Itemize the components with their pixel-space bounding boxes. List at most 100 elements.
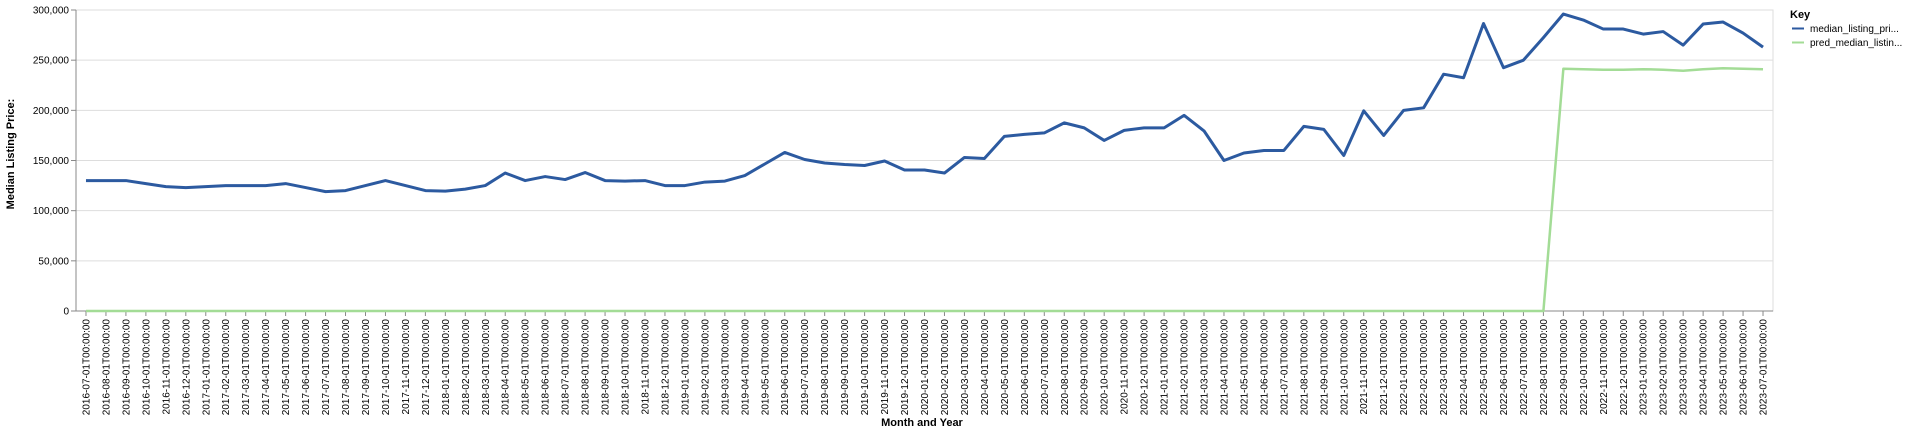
x-tick-label: 2022-02-01T00:00:00	[1419, 319, 1430, 416]
x-tick-label: 2021-06-01T00:00:00	[1259, 319, 1270, 416]
x-tick-label: 2019-03-01T00:00:00	[720, 319, 731, 416]
x-tick-label: 2020-12-01T00:00:00	[1140, 319, 1151, 416]
x-tick-label: 2018-07-01T00:00:00	[561, 319, 572, 416]
x-tick-label: 2022-06-01T00:00:00	[1499, 319, 1510, 416]
series-lines	[85, 12, 1764, 313]
x-tick-label: 2023-05-01T00:00:00	[1719, 319, 1730, 416]
x-tick-label: 2018-11-01T00:00:00	[640, 319, 651, 415]
legend-label: pred_median_listin...	[1810, 38, 1902, 49]
x-tick-label: 2017-09-01T00:00:00	[361, 319, 372, 416]
x-tick-label: 2021-03-01T00:00:00	[1200, 319, 1211, 416]
x-tick-label: 2020-06-01T00:00:00	[1020, 319, 1031, 416]
x-tick-label: 2017-08-01T00:00:00	[341, 319, 352, 416]
x-tick-label: 2023-04-01T00:00:00	[1699, 319, 1710, 416]
x-tick-label: 2017-12-01T00:00:00	[421, 319, 432, 416]
x-tick-label: 2022-10-01T00:00:00	[1579, 319, 1590, 416]
x-tick-label: 2019-01-01T00:00:00	[680, 319, 691, 416]
x-tick-label: 2019-07-01T00:00:00	[800, 319, 811, 416]
x-tick-label: 2020-10-01T00:00:00	[1100, 319, 1111, 416]
x-tick-label: 2021-05-01T00:00:00	[1239, 319, 1250, 416]
x-tick-label: 2020-04-01T00:00:00	[980, 319, 991, 416]
x-tick-label: 2016-12-01T00:00:00	[181, 319, 192, 416]
y-tick-label: 0	[63, 307, 69, 318]
y-tick-label: 250,000	[33, 56, 70, 67]
x-tick-label: 2018-02-01T00:00:00	[461, 319, 472, 416]
x-axis-title: Month and Year	[881, 417, 963, 429]
x-tick-label: 2019-12-01T00:00:00	[900, 319, 911, 416]
gridlines	[75, 9, 1774, 312]
x-tick-label: 2018-08-01T00:00:00	[581, 319, 592, 416]
x-tick-label: 2020-11-01T00:00:00	[1120, 319, 1131, 415]
x-tick-label: 2021-12-01T00:00:00	[1379, 319, 1390, 416]
x-tick-label: 2016-10-01T00:00:00	[141, 319, 152, 416]
x-tick-label: 2023-03-01T00:00:00	[1679, 319, 1690, 416]
x-tick-label: 2020-07-01T00:00:00	[1040, 319, 1051, 416]
legend-title: Key	[1790, 9, 1811, 21]
x-tick-label: 2017-06-01T00:00:00	[301, 319, 312, 416]
y-tick-label: 150,000	[33, 156, 70, 167]
x-tick-label: 2022-03-01T00:00:00	[1439, 319, 1450, 416]
legend: Key median_listing_pri... pred_median_lis…	[1790, 9, 1902, 49]
x-tick-label: 2016-09-01T00:00:00	[121, 319, 132, 416]
x-tick-label: 2023-02-01T00:00:00	[1659, 319, 1670, 416]
x-tick-label: 2022-01-01T00:00:00	[1399, 319, 1410, 416]
x-tick-label: 2018-12-01T00:00:00	[660, 319, 671, 416]
x-tick-label: 2019-05-01T00:00:00	[760, 319, 771, 416]
x-tick-label: 2019-08-01T00:00:00	[820, 319, 831, 416]
x-tick-label: 2023-01-01T00:00:00	[1639, 319, 1650, 416]
x-tick-label: 2022-09-01T00:00:00	[1559, 319, 1570, 416]
x-tick-label: 2021-07-01T00:00:00	[1279, 319, 1290, 416]
x-tick-label: 2020-02-01T00:00:00	[940, 319, 951, 416]
x-tick-label: 2023-07-01T00:00:00	[1759, 319, 1770, 416]
x-tick-label: 2018-01-01T00:00:00	[441, 319, 452, 416]
x-tick-label: 2022-04-01T00:00:00	[1459, 319, 1470, 416]
x-tick-label: 2021-09-01T00:00:00	[1319, 319, 1330, 416]
x-tick-label: 2021-04-01T00:00:00	[1219, 319, 1230, 416]
x-tick-label: 2021-01-01T00:00:00	[1160, 319, 1171, 416]
x-tick-label: 2019-11-01T00:00:00	[880, 319, 891, 415]
x-tick-label: 2019-02-01T00:00:00	[700, 319, 711, 416]
x-tick-label: 2021-10-01T00:00:00	[1339, 319, 1350, 416]
x-tick-label: 2017-01-01T00:00:00	[201, 319, 212, 416]
x-tick-label: 2017-04-01T00:00:00	[261, 319, 272, 416]
x-tick-label: 2023-06-01T00:00:00	[1739, 319, 1750, 416]
series-line-median-listing-price	[85, 12, 1764, 194]
x-tick-label: 2020-03-01T00:00:00	[960, 319, 971, 416]
x-tick-label: 2022-08-01T00:00:00	[1539, 319, 1550, 416]
x-tick-label: 2022-11-01T00:00:00	[1599, 319, 1610, 415]
x-tick-label: 2017-07-01T00:00:00	[321, 319, 332, 416]
x-axis: 2016-07-01T00:00:00 2016-08-01T00:00:00 20…	[76, 310, 1773, 416]
x-tick-label: 2018-09-01T00:00:00	[601, 319, 612, 416]
x-tick-label: 2020-09-01T00:00:00	[1080, 319, 1091, 416]
x-tick-label: 2021-11-01T00:00:00	[1359, 319, 1370, 415]
x-tick-label: 2018-06-01T00:00:00	[541, 319, 552, 416]
x-tick-label: 2021-02-01T00:00:00	[1180, 319, 1191, 416]
y-axis: 0 50,000 100,000 150,000 200,000 250,000 300,0…	[33, 6, 77, 318]
x-tick-label: 2020-08-01T00:00:00	[1060, 319, 1071, 416]
x-tick-label: 2018-10-01T00:00:00	[621, 319, 632, 416]
x-tick-label: 2018-03-01T00:00:00	[481, 319, 492, 416]
x-tick-label: 2022-12-01T00:00:00	[1619, 319, 1630, 416]
x-tick-label: 2017-11-01T00:00:00	[401, 319, 412, 415]
x-tick-label: 2022-07-01T00:00:00	[1519, 319, 1530, 416]
x-tick-label: 2018-05-01T00:00:00	[521, 319, 532, 416]
x-tick-label: 2020-05-01T00:00:00	[1000, 319, 1011, 416]
legend-label: median_listing_pri...	[1810, 24, 1899, 35]
y-tick-label: 300,000	[33, 6, 70, 17]
y-tick-label: 100,000	[33, 206, 70, 217]
y-tick-label: 50,000	[38, 256, 69, 267]
x-tick-label: 2017-05-01T00:00:00	[281, 319, 292, 416]
x-tick-label: 2019-09-01T00:00:00	[840, 319, 851, 416]
series-line-pred-median-listing-price	[85, 66, 1764, 313]
y-tick-label: 200,000	[33, 106, 70, 117]
x-tick-label: 2019-04-01T00:00:00	[740, 319, 751, 416]
x-tick-label: 2017-02-01T00:00:00	[221, 319, 232, 416]
y-axis-title: Median Listing Price:	[5, 99, 17, 210]
x-tick-label: 2019-06-01T00:00:00	[780, 319, 791, 416]
x-tick-label: 2017-10-01T00:00:00	[381, 319, 392, 416]
x-tick-label: 2017-03-01T00:00:00	[241, 319, 252, 416]
x-tick-label: 2018-04-01T00:00:00	[501, 319, 512, 416]
x-tick-label: 2016-08-01T00:00:00	[101, 319, 112, 416]
x-tick-label: 2019-10-01T00:00:00	[860, 319, 871, 416]
